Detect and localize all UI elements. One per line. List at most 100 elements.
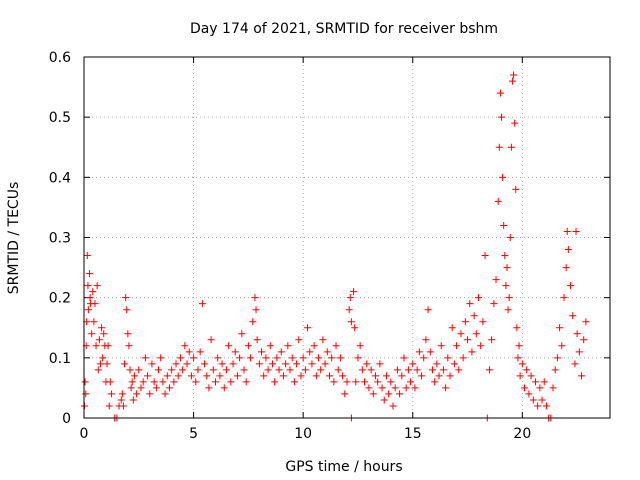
data-point-0-200	[461, 318, 469, 326]
data-point-0-133	[321, 360, 329, 368]
data-point-0-57	[157, 354, 165, 362]
data-point-0-67	[179, 366, 187, 374]
data-point-0-234	[515, 342, 523, 350]
data-point-0-261	[571, 360, 579, 368]
data-point-0-74	[194, 366, 202, 374]
data-point-0-142	[341, 390, 349, 398]
data-point-0-135	[325, 372, 333, 380]
data-point-0-214	[492, 276, 500, 284]
data-point-0-126	[306, 348, 314, 356]
data-point-0-129	[312, 372, 320, 380]
data-point-0-161	[376, 360, 384, 368]
data-point-0-62	[168, 366, 176, 374]
data-point-0-212	[488, 336, 496, 344]
data-point-0-223	[503, 264, 511, 272]
data-point-0-99	[249, 318, 257, 326]
data-point-0-88	[225, 342, 233, 350]
data-point-0-189	[437, 342, 445, 350]
data-point-0-114	[279, 372, 287, 380]
data-point-0-22	[100, 330, 108, 338]
data-point-0-17	[94, 366, 102, 374]
chart-title: Day 174 of 2021, SRMTID for receiver bsh…	[190, 21, 498, 37]
x-tick-label-2: 10	[294, 426, 312, 442]
data-point-0-69	[183, 360, 191, 368]
data-point-0-46	[133, 390, 141, 398]
data-point-0-112	[275, 366, 283, 374]
data-point-0-103	[255, 360, 263, 368]
data-point-0-156	[365, 384, 373, 392]
data-point-0-141	[339, 372, 347, 380]
data-point-0-113	[277, 348, 285, 356]
data-point-0-231	[512, 185, 520, 193]
data-point-0-9	[86, 294, 94, 302]
data-point-0-111	[273, 354, 281, 362]
data-point-0-233	[514, 354, 522, 362]
y-axis-label: SRMTID / TECUs	[6, 182, 22, 295]
data-point-0-35	[119, 402, 127, 410]
data-point-0-149	[352, 378, 360, 386]
data-point-0-166	[387, 378, 395, 386]
data-point-0-72	[190, 354, 198, 362]
y-tick-label-0: 0	[62, 411, 71, 427]
data-point-0-155	[363, 360, 371, 368]
data-point-0-28	[106, 378, 114, 386]
x-tick-label-1: 5	[189, 426, 198, 442]
data-point-0-179	[415, 348, 423, 356]
data-point-0-174	[404, 366, 412, 374]
data-point-0-54	[150, 378, 158, 386]
data-point-0-102	[253, 336, 261, 344]
data-point-0-169	[393, 366, 401, 374]
data-point-0-240	[527, 372, 535, 380]
data-point-0-25	[103, 360, 111, 368]
data-point-0-108	[266, 342, 274, 350]
data-point-0-68	[181, 342, 189, 350]
data-point-0-148	[351, 324, 359, 332]
data-point-0-39	[124, 330, 132, 338]
data-point-0-125	[304, 324, 312, 332]
data-point-0-167	[389, 402, 397, 410]
data-point-0-1	[81, 378, 89, 386]
data-points	[80, 71, 590, 422]
data-point-0-64	[172, 360, 180, 368]
data-point-0-235	[516, 372, 524, 380]
data-point-0-104	[258, 348, 266, 356]
data-point-0-71	[187, 372, 195, 380]
data-point-0-52	[146, 390, 154, 398]
data-point-0-2	[82, 390, 90, 398]
data-point-0-128	[310, 342, 318, 350]
x-tick-label-4: 20	[513, 426, 531, 442]
data-point-0-151	[354, 354, 362, 362]
data-point-0-226	[506, 234, 514, 241]
data-point-0-27	[105, 402, 113, 410]
y-tick-label-5: 0.5	[49, 110, 71, 126]
data-point-0-183	[424, 306, 432, 314]
data-point-0-176	[409, 360, 417, 368]
x-axis-label: GPS time / hours	[285, 459, 402, 475]
data-point-0-255	[560, 294, 568, 302]
data-point-0-139	[334, 366, 342, 374]
data-point-0-259	[567, 282, 575, 290]
data-point-0-171	[398, 372, 406, 380]
data-point-0-217	[496, 89, 504, 97]
data-point-0-193	[446, 372, 454, 380]
data-point-0-53	[148, 360, 156, 368]
data-point-0-238	[523, 366, 531, 374]
x-tick-label-3: 15	[404, 426, 422, 442]
data-point-0-140	[336, 354, 344, 362]
data-point-0-208	[479, 318, 487, 326]
plot-frame	[83, 56, 611, 419]
data-point-0-236	[518, 360, 526, 368]
data-point-0-258	[564, 246, 572, 254]
data-point-0-78	[203, 372, 211, 380]
data-point-0-95	[240, 366, 248, 374]
data-point-0-120	[293, 360, 301, 368]
data-point-0-250	[549, 384, 557, 392]
data-point-0-101	[252, 306, 260, 314]
data-point-0-38	[123, 306, 131, 314]
data-point-0-264	[575, 348, 583, 356]
data-point-0-265	[578, 372, 586, 380]
data-point-0-152	[356, 342, 364, 350]
data-point-0-138	[332, 342, 340, 350]
data-point-0-65	[174, 372, 182, 380]
data-point-0-216	[495, 143, 503, 151]
